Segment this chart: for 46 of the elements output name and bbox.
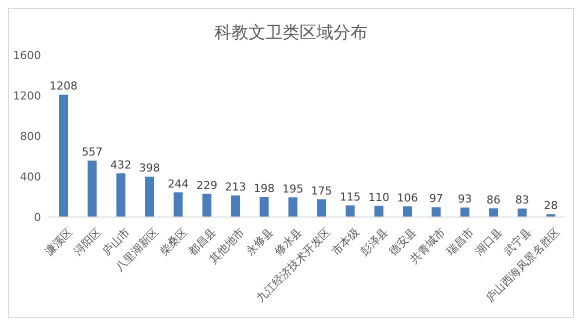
y-tick-label: 400 [20, 170, 41, 184]
y-tick-label: 1200 [13, 89, 41, 102]
data-label: 195 [282, 182, 304, 196]
bar [202, 194, 212, 217]
bar [317, 199, 326, 217]
bar [288, 197, 298, 217]
bar [174, 192, 183, 217]
y-tick-label: 0 [34, 210, 41, 224]
y-tick-label: 800 [20, 130, 41, 143]
bar [59, 94, 68, 217]
data-label: 110 [368, 190, 390, 204]
chart-title: 科教文卫类区域分布 [214, 22, 368, 45]
bar [518, 208, 527, 217]
data-label: 229 [196, 178, 218, 192]
x-tick-label: 永修县 [243, 226, 276, 258]
bar [116, 173, 126, 217]
bar [346, 205, 355, 217]
x-tick-label: 彭泽县 [358, 226, 390, 258]
data-label: 1208 [50, 80, 78, 93]
bar [460, 208, 470, 217]
data-label: 244 [168, 177, 189, 190]
bar [231, 195, 240, 217]
data-label: 106 [397, 191, 418, 204]
bar [374, 206, 384, 217]
data-label: 432 [110, 158, 132, 172]
x-tick-label: 湖口县 [472, 226, 506, 258]
data-label: 115 [340, 190, 361, 204]
data-label: 86 [486, 193, 501, 206]
bar [88, 160, 97, 217]
bar [432, 207, 441, 217]
bar [260, 196, 269, 217]
data-label: 28 [544, 199, 558, 212]
bar [145, 176, 154, 217]
data-label: 83 [515, 194, 530, 207]
data-label: 97 [429, 192, 444, 206]
bar [403, 206, 412, 217]
data-label: 557 [82, 146, 103, 159]
data-label: 198 [254, 182, 275, 195]
x-tick-label: 浔阳区 [71, 226, 104, 258]
x-tick-label: 柴桑区 [157, 226, 190, 258]
bar [489, 208, 498, 217]
y-tick-label: 1600 [13, 48, 41, 62]
data-label: 213 [225, 180, 246, 194]
data-label: 398 [139, 162, 160, 175]
data-label: 175 [311, 184, 332, 198]
data-label: 93 [458, 192, 472, 206]
